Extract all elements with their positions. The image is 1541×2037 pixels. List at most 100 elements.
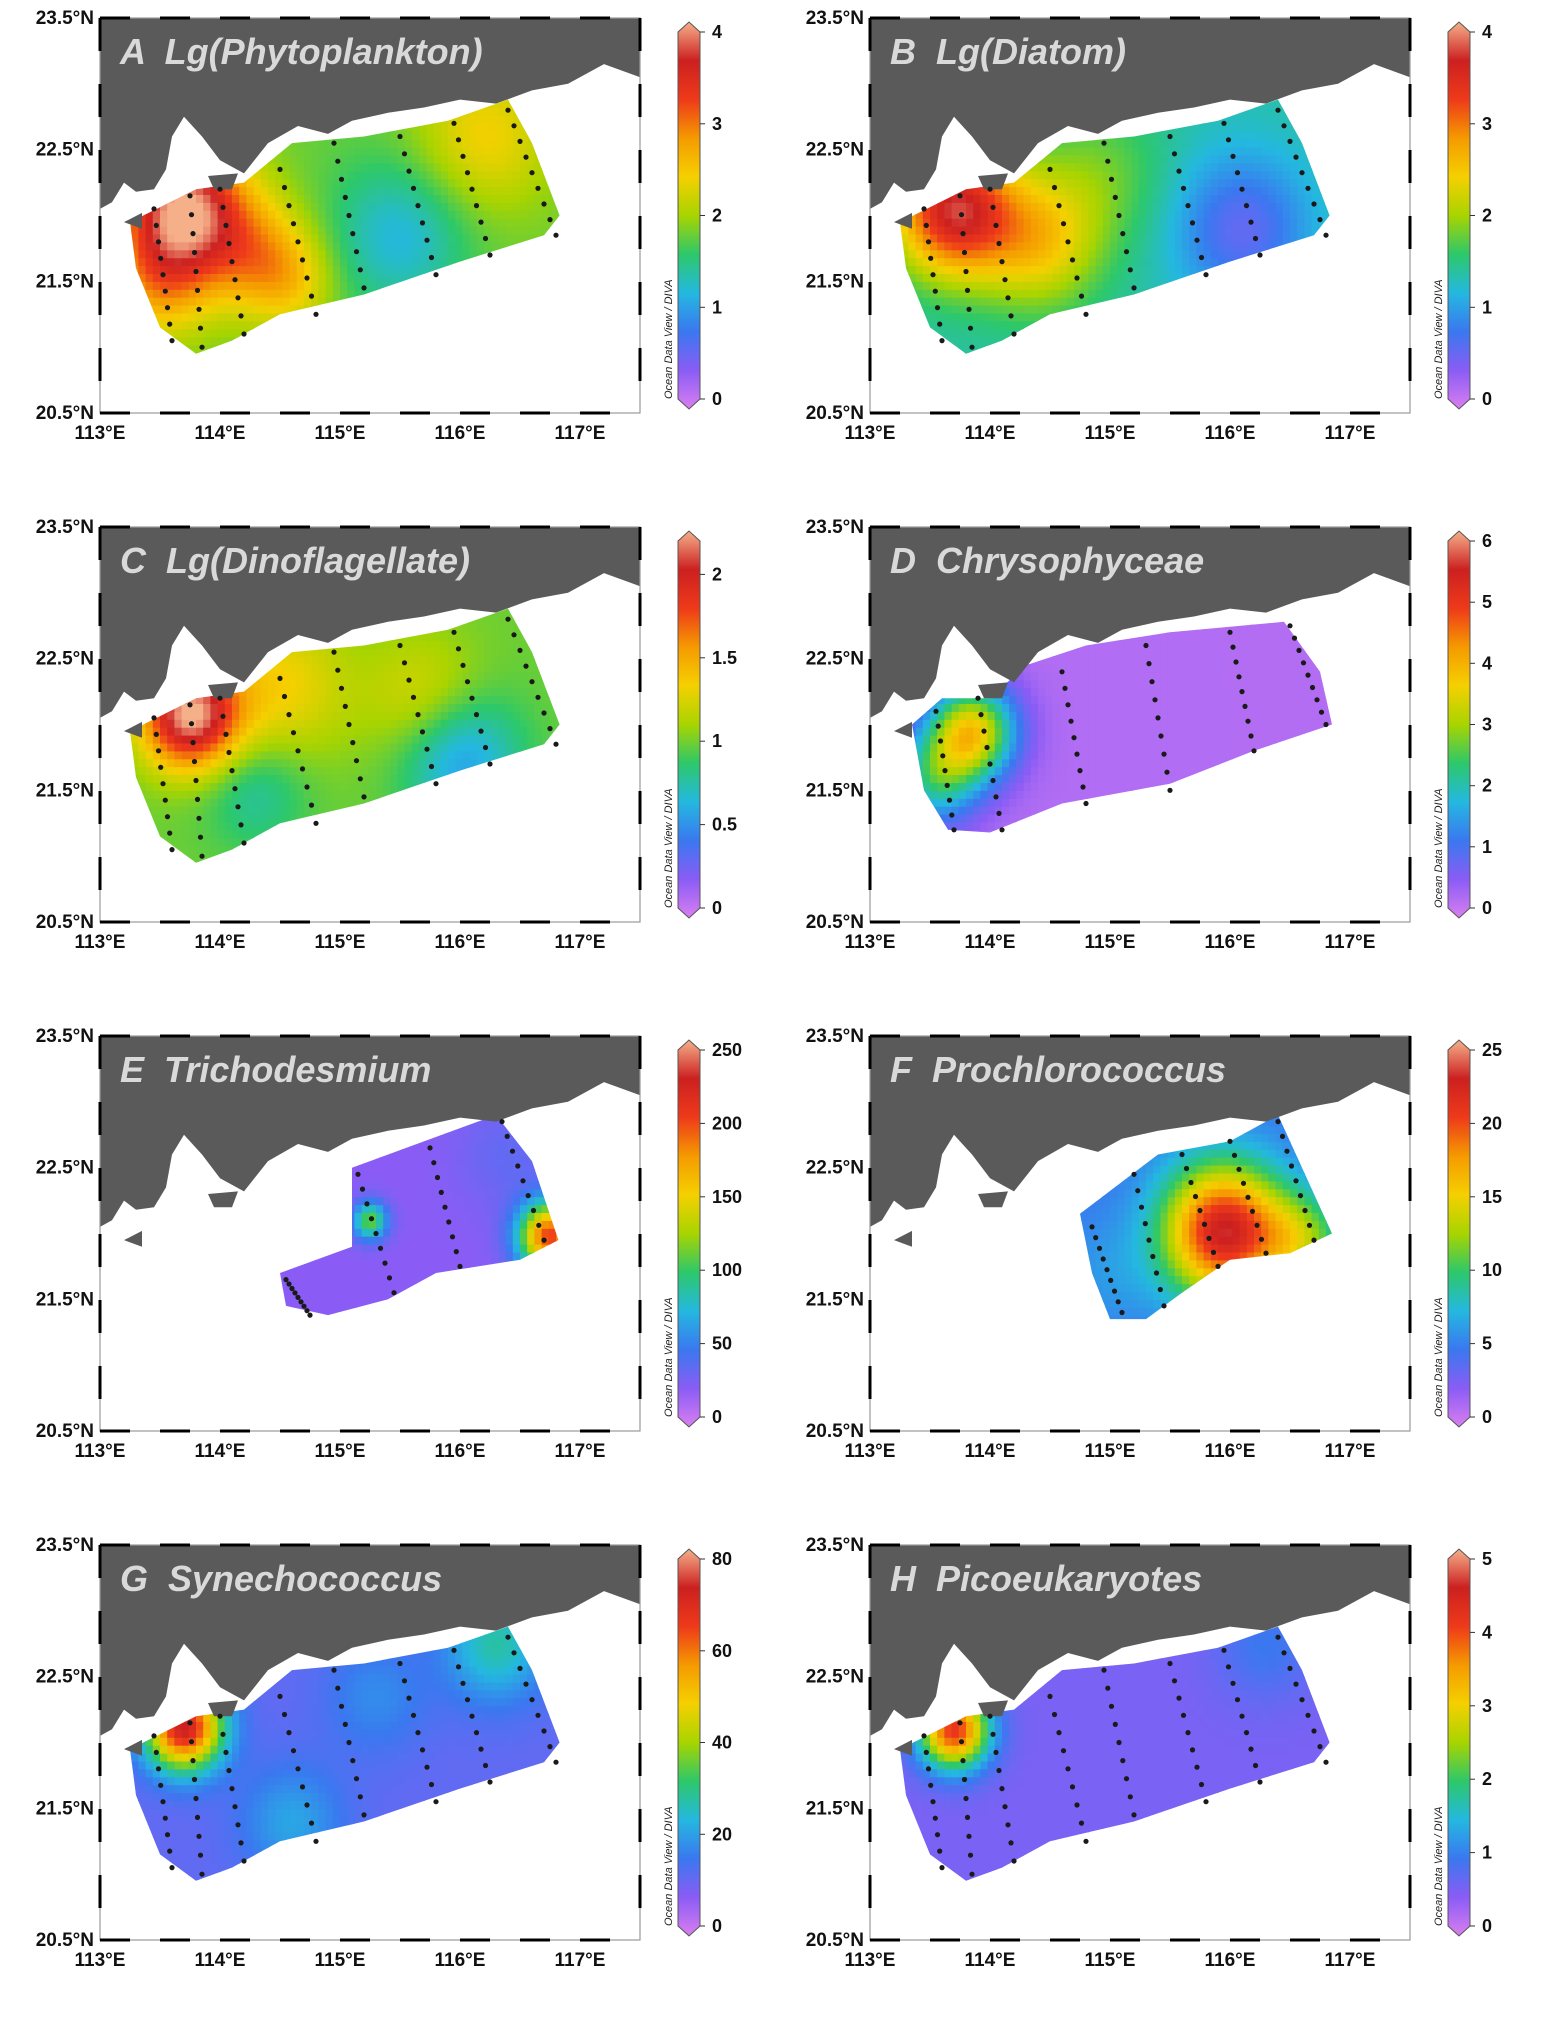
station-dot <box>304 1802 310 1808</box>
lat-tick-label: 21.5°N <box>36 1289 94 1310</box>
station-dot <box>415 712 421 718</box>
colorbar-tick-label: 1 <box>1482 297 1492 317</box>
colorbar-tick-label: 6 <box>1482 531 1492 551</box>
station-dot <box>966 1833 972 1839</box>
panel-title: H Picoeukaryotes <box>890 1558 1202 1599</box>
lat-tick-label: 22.5°N <box>36 140 94 161</box>
station-dot <box>946 797 953 803</box>
station-dot <box>536 1222 542 1228</box>
lon-tick-label: 115°E <box>1085 1950 1136 1971</box>
station-dot <box>1096 1245 1103 1251</box>
station-dot <box>1120 1758 1126 1764</box>
station-dot <box>1311 1237 1317 1243</box>
station-dot <box>229 259 235 265</box>
station-dot <box>1248 219 1254 225</box>
station-dot <box>223 1749 229 1755</box>
lat-tick-label: 23.5°N <box>806 517 864 538</box>
station-dot <box>308 802 315 808</box>
station-dot <box>190 1758 196 1764</box>
colorbar-tick-label: 4 <box>1482 653 1492 673</box>
station-dot <box>523 154 529 160</box>
station-dot <box>298 1299 304 1305</box>
station-dot <box>1233 659 1239 665</box>
station-dot <box>1311 201 1317 207</box>
station-dot <box>523 663 529 669</box>
map-panel-c: 23.5°N 22.5°N 21.5°N 20.5°N 113°E 114°E 115°E 1… <box>0 509 770 1018</box>
lon-tick-label: 114°E <box>195 1950 246 1971</box>
station-dot <box>235 804 241 810</box>
station-dot <box>415 1730 421 1736</box>
station-dot <box>1161 1303 1167 1309</box>
lat-tick-label: 20.5°N <box>806 403 864 424</box>
station-dot <box>523 1681 529 1687</box>
station-dot <box>517 1665 523 1671</box>
station-dot <box>292 1290 298 1296</box>
station-dot <box>1071 735 1077 741</box>
lat-tick-label: 20.5°N <box>36 1421 94 1442</box>
station-dot <box>1065 702 1071 708</box>
station-dot <box>999 827 1005 833</box>
colorbar-tick-label: 5 <box>1482 1334 1492 1354</box>
station-dot <box>1069 1784 1076 1790</box>
station-dot <box>993 794 999 800</box>
station-dot <box>331 1667 337 1673</box>
station-dot <box>410 185 417 191</box>
lon-tick-label: 113°E <box>845 423 896 444</box>
station-dot <box>960 1758 966 1764</box>
station-dot <box>1093 1235 1099 1241</box>
station-dot <box>295 748 301 754</box>
colorbar-title: Ocean Data View / DIVA <box>1433 788 1445 908</box>
station-dot <box>969 344 975 350</box>
station-dot <box>958 212 965 218</box>
station-dot <box>984 744 990 751</box>
station-dot <box>199 853 205 859</box>
lat-tick-label: 23.5°N <box>36 1535 94 1556</box>
station-dot <box>1293 154 1299 160</box>
station-dot <box>235 1822 241 1828</box>
station-dot <box>304 1308 310 1314</box>
station-dot <box>1288 1163 1295 1169</box>
station-dot <box>499 1119 505 1125</box>
station-dot <box>473 203 480 209</box>
station-dot <box>434 1174 441 1181</box>
station-dot <box>238 1840 244 1846</box>
map-panel-d: 23.5°N 22.5°N 21.5°N 20.5°N 113°E 114°E 115°E 1… <box>770 509 1540 1018</box>
station-dot <box>308 1820 315 1826</box>
colorbar-title: Ocean Data View / DIVA <box>663 788 675 908</box>
station-dot <box>1248 733 1254 739</box>
lon-tick-label: 113°E <box>845 1950 896 1971</box>
station-dot <box>509 1148 516 1154</box>
station-dot <box>1299 170 1305 176</box>
station-dot <box>232 786 238 792</box>
island <box>208 682 238 699</box>
lat-tick-label: 22.5°N <box>806 1158 864 1179</box>
panel-title: B Lg(Diatom) <box>890 31 1126 72</box>
station-dot <box>930 1799 936 1805</box>
station-dot <box>169 847 175 853</box>
lat-tick-label: 23.5°N <box>36 8 94 29</box>
station-dot <box>232 277 238 283</box>
station-dot <box>419 729 426 735</box>
station-dot <box>457 1263 463 1269</box>
panel-title: D Chrysophyceae <box>890 540 1204 581</box>
station-dot <box>419 1747 426 1753</box>
station-dot <box>928 1782 934 1788</box>
station-dot <box>357 776 363 782</box>
station-dot <box>1225 137 1232 143</box>
station-dot <box>281 1711 288 1718</box>
station-dot <box>368 1216 375 1222</box>
station-dot <box>187 702 193 708</box>
lon-tick-label: 115°E <box>1085 1441 1136 1462</box>
station-dot <box>153 731 159 737</box>
station-dot <box>1108 1277 1114 1283</box>
station-dot <box>1221 1647 1227 1653</box>
station-dot <box>338 176 345 182</box>
colorbar <box>1447 21 1471 410</box>
colorbar-tick-label: 0 <box>1482 389 1492 409</box>
station-dot <box>151 206 157 212</box>
station-dot <box>397 642 403 649</box>
station-dot <box>923 222 929 228</box>
station-dot <box>1305 672 1311 678</box>
station-dot <box>464 170 471 176</box>
